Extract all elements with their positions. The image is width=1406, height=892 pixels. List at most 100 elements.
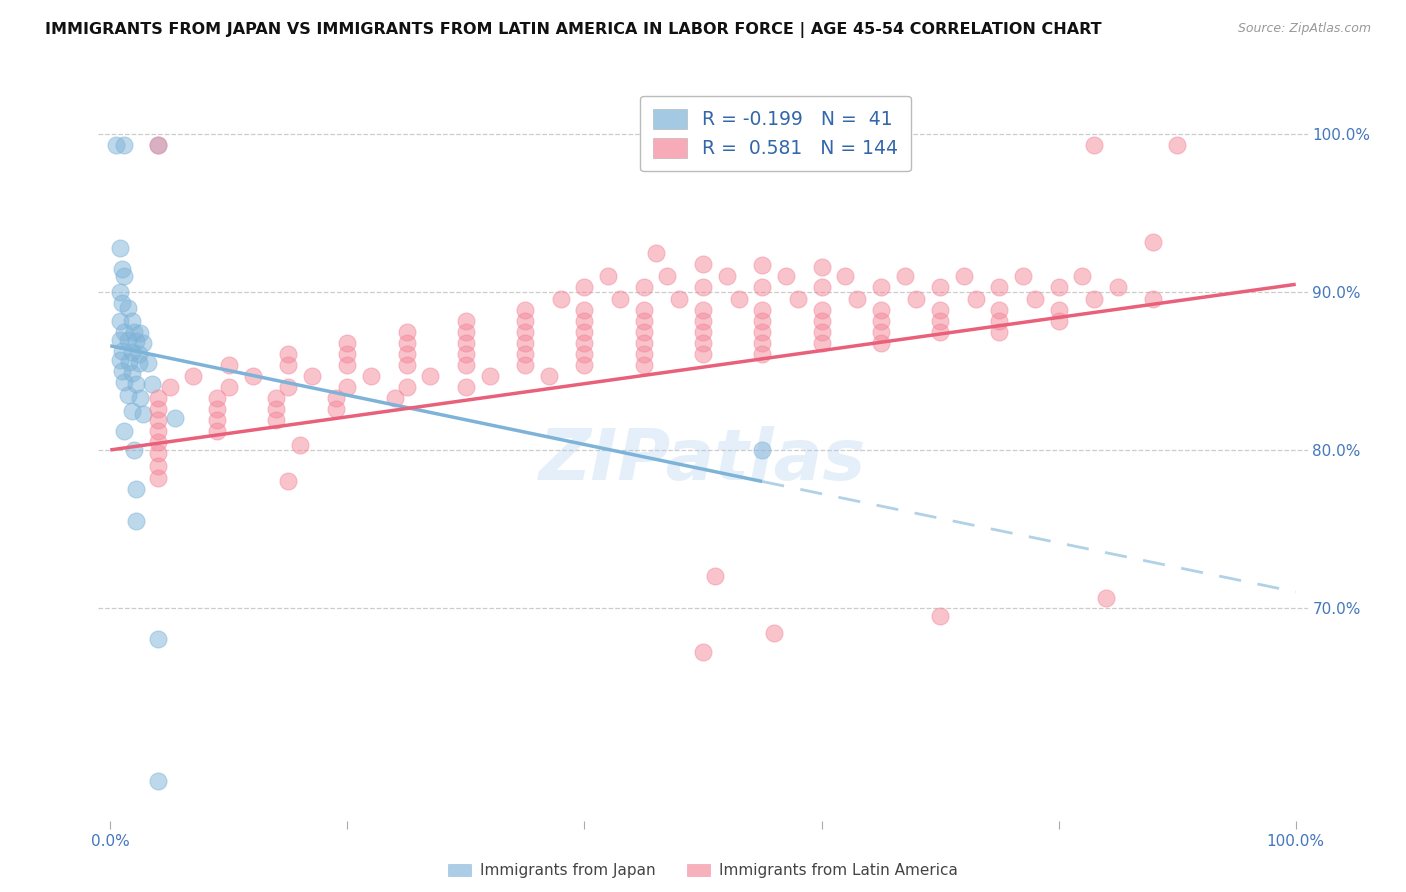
Point xyxy=(644,245,666,260)
Point xyxy=(952,269,974,284)
Point xyxy=(264,391,287,405)
Point xyxy=(478,368,501,383)
Legend: Immigrants from Japan, Immigrants from Latin America: Immigrants from Japan, Immigrants from L… xyxy=(443,857,963,884)
Legend: R = -0.199   N =  41, R =  0.581   N = 144: R = -0.199 N = 41, R = 0.581 N = 144 xyxy=(640,95,911,171)
Point xyxy=(751,313,773,327)
Point xyxy=(633,280,655,294)
Point xyxy=(117,301,139,315)
Point xyxy=(1095,591,1118,606)
Point xyxy=(242,368,264,383)
Point xyxy=(125,483,148,497)
Point xyxy=(146,413,169,427)
Point xyxy=(125,376,148,391)
Point xyxy=(111,261,134,276)
Point xyxy=(205,401,228,416)
Point xyxy=(277,475,299,489)
Point xyxy=(325,391,347,405)
Point xyxy=(117,388,139,402)
Point xyxy=(1142,292,1164,306)
Point xyxy=(537,368,560,383)
Point xyxy=(574,313,596,327)
Point xyxy=(988,313,1011,327)
Point xyxy=(132,407,155,421)
Point xyxy=(810,302,832,317)
Point xyxy=(277,380,299,394)
Point xyxy=(336,380,359,394)
Point xyxy=(692,347,714,361)
Point xyxy=(1012,269,1035,284)
Point xyxy=(336,335,359,350)
Point xyxy=(454,358,477,372)
Point xyxy=(125,334,148,348)
Point xyxy=(122,325,145,339)
Point xyxy=(929,608,952,623)
Point xyxy=(114,138,136,153)
Point xyxy=(692,302,714,317)
Point xyxy=(846,292,869,306)
Point xyxy=(454,325,477,339)
Point xyxy=(574,325,596,339)
Point xyxy=(114,325,136,339)
Point xyxy=(111,343,134,358)
Point xyxy=(454,335,477,350)
Point xyxy=(633,358,655,372)
Point xyxy=(146,632,169,647)
Point xyxy=(869,313,891,327)
Point xyxy=(929,325,952,339)
Point xyxy=(965,292,987,306)
Text: IMMIGRANTS FROM JAPAN VS IMMIGRANTS FROM LATIN AMERICA IN LABOR FORCE | AGE 45-5: IMMIGRANTS FROM JAPAN VS IMMIGRANTS FROM… xyxy=(45,22,1102,38)
Point xyxy=(1166,138,1188,153)
Point xyxy=(105,138,128,153)
Point xyxy=(751,259,773,273)
Point xyxy=(810,280,832,294)
Point xyxy=(141,376,163,391)
Point xyxy=(108,333,131,347)
Point xyxy=(277,347,299,361)
Point xyxy=(929,302,952,317)
Point xyxy=(751,302,773,317)
Point xyxy=(146,446,169,460)
Point xyxy=(108,285,131,300)
Point xyxy=(574,358,596,372)
Point xyxy=(146,401,169,416)
Point xyxy=(121,366,143,380)
Point xyxy=(692,313,714,327)
Point xyxy=(205,391,228,405)
Point xyxy=(205,413,228,427)
Point xyxy=(128,347,150,361)
Point xyxy=(146,424,169,438)
Point xyxy=(277,358,299,372)
Point xyxy=(111,364,134,378)
Point xyxy=(550,292,572,306)
Point xyxy=(751,347,773,361)
Point xyxy=(129,326,152,341)
Point xyxy=(108,313,131,327)
Point xyxy=(165,411,187,425)
Point xyxy=(1071,269,1094,284)
Point xyxy=(692,257,714,271)
Point xyxy=(288,438,311,452)
Point xyxy=(609,292,631,306)
Point xyxy=(869,335,891,350)
Point xyxy=(1047,313,1070,327)
Point xyxy=(146,471,169,485)
Point xyxy=(129,391,152,405)
Point xyxy=(1083,292,1105,306)
Point xyxy=(336,358,359,372)
Point xyxy=(751,442,773,457)
Point xyxy=(703,569,725,583)
Point xyxy=(1024,292,1046,306)
Point xyxy=(122,442,145,457)
Point xyxy=(1047,302,1070,317)
Point xyxy=(159,380,181,394)
Point xyxy=(395,335,418,350)
Point xyxy=(395,347,418,361)
Point xyxy=(360,368,382,383)
Text: Source: ZipAtlas.com: Source: ZipAtlas.com xyxy=(1237,22,1371,36)
Point xyxy=(810,335,832,350)
Point xyxy=(515,358,537,372)
Point xyxy=(1047,280,1070,294)
Point xyxy=(118,354,141,368)
Point xyxy=(763,626,786,640)
Point xyxy=(988,280,1011,294)
